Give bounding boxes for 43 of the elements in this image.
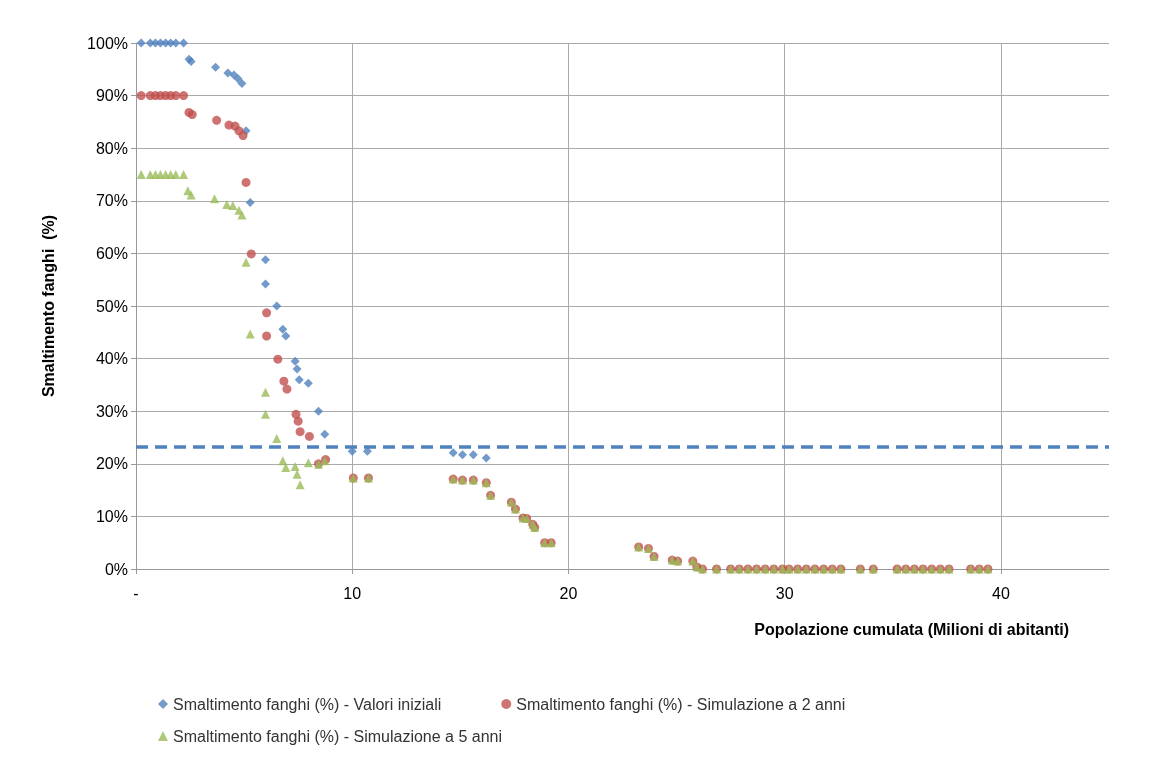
x-axis-title: Popolazione cumulata (Milioni di abitanti) <box>754 620 1069 638</box>
point <box>223 68 233 78</box>
point <box>294 375 304 385</box>
y-tick-label: 70% <box>95 192 128 210</box>
y-tick-label: 80% <box>95 139 128 157</box>
point <box>179 38 189 48</box>
y-tick-label: 100% <box>87 34 128 52</box>
y-tick-label: 0% <box>104 560 128 578</box>
x-tick-label: 20 <box>559 584 578 602</box>
point <box>136 38 146 48</box>
point <box>458 450 467 460</box>
x-tick-label: 30 <box>775 584 794 602</box>
y-tick-label: 10% <box>95 507 128 525</box>
point <box>171 38 181 48</box>
point <box>303 378 313 388</box>
x-tick-label: 40 <box>991 584 1010 602</box>
point <box>211 62 221 72</box>
point <box>278 324 288 334</box>
point <box>292 364 302 374</box>
point <box>481 453 491 463</box>
y-tick-label: 30% <box>95 402 128 420</box>
x-tick-label: - <box>133 584 139 602</box>
point <box>468 450 478 460</box>
point <box>261 279 271 289</box>
y-axis-title: Smaltimento fanghi (%) <box>39 214 57 398</box>
point <box>261 255 271 265</box>
legend-label: Smaltimento fanghi (%) - Simulazione a 2 anni <box>516 695 846 713</box>
point <box>272 301 282 311</box>
point <box>245 197 255 207</box>
y-tick-label: 20% <box>95 455 128 473</box>
x-tick-label: 10 <box>343 584 362 602</box>
legend-label: Smaltimento fanghi (%) - Valori iniziali <box>173 695 442 713</box>
point <box>290 356 300 366</box>
point <box>281 331 291 341</box>
point <box>313 406 323 416</box>
y-tick-label: 90% <box>95 87 128 105</box>
point <box>237 79 247 88</box>
y-tick-label: 60% <box>95 244 128 262</box>
y-tick-label: 50% <box>95 297 128 315</box>
y-tick-label: 40% <box>95 350 128 368</box>
legend-label: Smaltimento fanghi (%) - Simulazione a 5 anni <box>173 727 503 745</box>
point <box>320 429 330 439</box>
point <box>448 448 458 458</box>
